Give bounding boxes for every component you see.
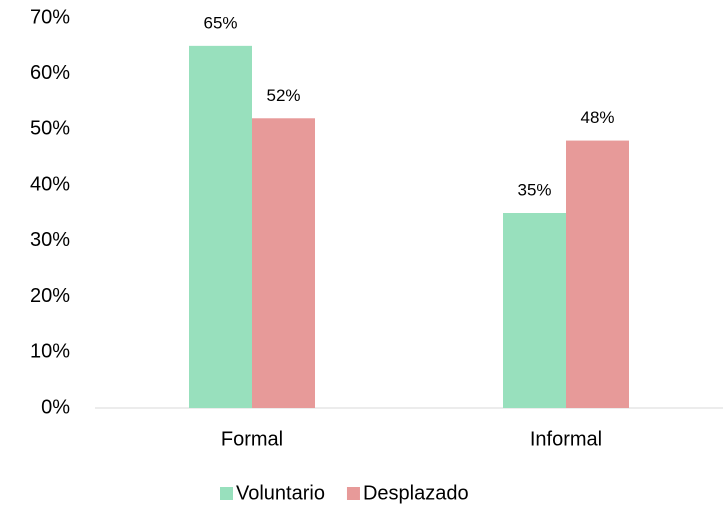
y-tick-label: 10% <box>30 341 70 363</box>
bar <box>189 45 252 408</box>
data-label: 48% <box>580 108 614 127</box>
y-tick-label: 0% <box>41 396 70 418</box>
x-tick-label: Informal <box>530 428 602 450</box>
legend-label: Voluntario <box>236 482 325 504</box>
y-tick-label: 20% <box>30 285 70 307</box>
bar <box>503 213 566 408</box>
legend-label: Desplazado <box>363 482 469 504</box>
data-label: 35% <box>517 180 551 199</box>
y-tick-label: 50% <box>30 118 70 140</box>
legend-swatch <box>346 487 360 500</box>
data-label: 65% <box>203 13 237 32</box>
x-tick-label: Formal <box>221 428 283 450</box>
legend-swatch <box>220 487 233 500</box>
y-tick-label: 70% <box>30 6 70 28</box>
bar <box>252 118 315 409</box>
data-label: 52% <box>266 86 300 105</box>
y-tick-label: 30% <box>30 229 70 251</box>
y-tick-label: 40% <box>30 173 70 195</box>
bar <box>566 140 629 409</box>
y-tick-label: 60% <box>30 62 70 84</box>
